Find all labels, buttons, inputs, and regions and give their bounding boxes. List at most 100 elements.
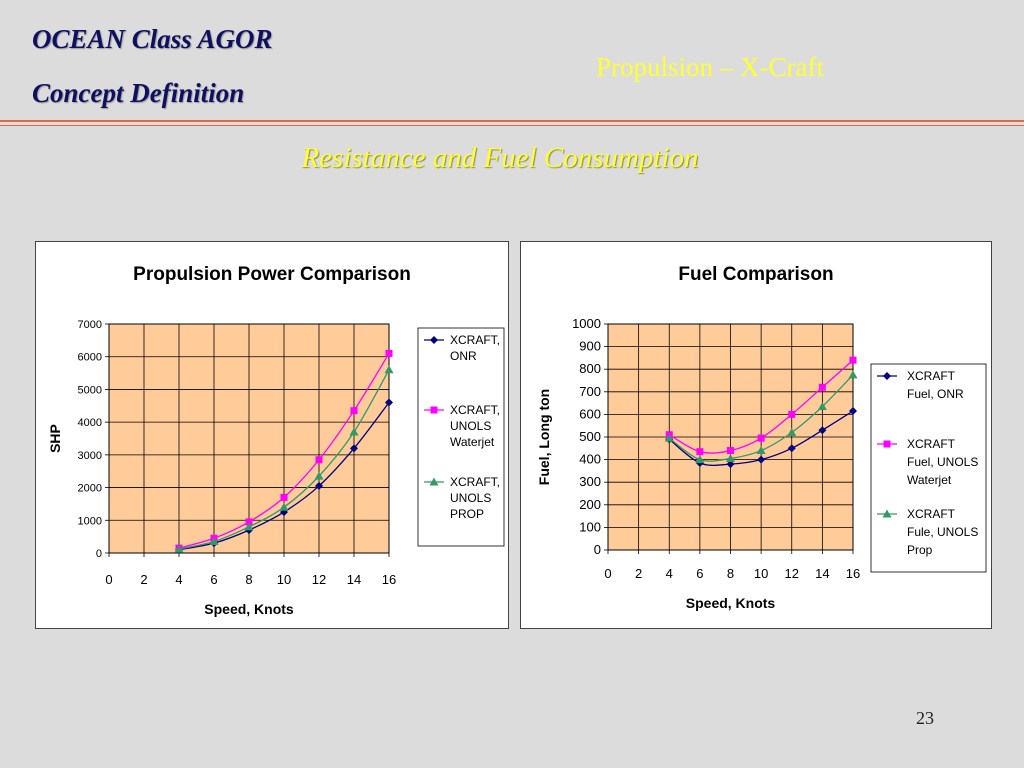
y-tick-label: 0: [594, 542, 601, 557]
data-point: [817, 401, 827, 410]
legend-label-line: XCRAFT: [907, 507, 956, 521]
legend-label-line: Fule, UNOLS: [907, 525, 978, 539]
data-point: [315, 481, 323, 490]
chart-title: Propulsion Power Comparison: [133, 264, 411, 285]
y-tick-label: 800: [579, 361, 601, 376]
data-point: [726, 453, 735, 462]
x-tick-label: 6: [696, 566, 703, 581]
power-chart: Propulsion Power Comparison 0 1000 2000 3000…: [47, 264, 505, 617]
data-point: [695, 455, 705, 464]
legend-label-line: ONR: [450, 349, 477, 363]
data-point: [757, 434, 765, 442]
data-point: [664, 433, 674, 442]
legend-label-line: UNOLS: [450, 491, 491, 505]
y-tick-label: 100: [579, 519, 601, 534]
x-tick-label: 14: [815, 566, 829, 581]
legend-label: XCRAFT, ONR: [450, 333, 500, 363]
legend-label: XCRAFT Fuel, ONR: [907, 369, 964, 401]
x-tick-label: 0: [105, 572, 112, 587]
y-tick-label: 2000: [78, 483, 102, 495]
legend-label: XCRAFT, UNOLS PROP: [450, 475, 500, 521]
legend-swatch-marker: [430, 406, 438, 414]
legend-label-line: XCRAFT: [907, 437, 956, 451]
y-tick-label: 1000: [572, 316, 601, 331]
data-point: [788, 410, 796, 418]
data-point: [384, 365, 394, 374]
x-axis-label: Speed, Knots: [204, 601, 294, 617]
power-chart-panel: Propulsion Power Comparison 0 1000 2000 3000…: [35, 241, 509, 629]
legend: XCRAFT Fuel, ONR XCRAFT Fuel, UNOLS Waterjet…: [870, 363, 987, 573]
header-rule-top: [0, 120, 1024, 122]
section-title: Propulsion – X-Craft: [596, 52, 824, 82]
legend-label: XCRAFT Fuel, UNOLS Waterjet: [907, 437, 978, 487]
slide-title: Resistance and Fuel Consumption: [301, 142, 699, 174]
legend-swatch-marker: [429, 477, 439, 486]
y-tick-label: 0: [96, 548, 102, 560]
x-tick-label: 10: [277, 572, 291, 587]
data-point: [315, 456, 323, 464]
data-point: [350, 407, 358, 415]
data-point: [244, 522, 254, 531]
y-tick-label: 7000: [78, 319, 102, 331]
legend-swatch-marker: [883, 372, 891, 380]
legend-swatch-marker: [430, 336, 438, 344]
data-point: [849, 407, 857, 416]
legend-item: XCRAFT Fuel, ONR: [877, 369, 964, 401]
series-3: [664, 370, 858, 464]
data-point: [385, 349, 393, 357]
legend-swatch-marker: [882, 509, 892, 518]
x-tick-label: 16: [846, 566, 860, 581]
data-point: [245, 518, 253, 526]
x-tick-label: 6: [210, 572, 217, 587]
y-tick-label: 200: [579, 497, 601, 512]
legend-item: XCRAFT, ONR: [424, 333, 500, 363]
y-tick-label: 900: [579, 339, 601, 354]
legend-label-line: PROP: [450, 507, 484, 521]
y-tick-label: 3000: [78, 450, 102, 462]
data-point: [848, 370, 858, 379]
data-point: [849, 356, 857, 364]
y-tick-label: 500: [579, 429, 601, 444]
legend-box: [870, 363, 987, 573]
legend-label-line: XCRAFT,: [450, 475, 500, 489]
data-point: [756, 446, 766, 455]
data-point: [787, 427, 797, 436]
data-point: [209, 537, 219, 546]
data-point: [349, 427, 359, 436]
deck-title-line2: Concept Definition: [32, 78, 245, 108]
fuel-chart-panel: Fuel Comparison 0 100 200 300 400 500 600 700 800…: [520, 241, 992, 629]
legend-swatch-marker: [883, 440, 891, 448]
y-tick-label: 400: [579, 452, 601, 467]
legend-label: XCRAFT Fule, UNOLS Prop: [907, 507, 978, 557]
legend-item: XCRAFT Fuel, UNOLS Waterjet: [877, 437, 978, 487]
legend-label-line: Fuel, UNOLS: [907, 455, 978, 469]
legend-label-line: UNOLS: [450, 419, 491, 433]
data-point: [280, 493, 288, 501]
x-tick-label: 4: [175, 572, 182, 587]
x-tick-label: 12: [312, 572, 326, 587]
x-tick-label: 2: [140, 572, 147, 587]
legend-label-line: Waterjet: [907, 473, 952, 487]
y-axis-label: SHP: [47, 424, 63, 453]
legend-label: XCRAFT, UNOLS Waterjet: [450, 403, 500, 449]
x-tick-label: 16: [382, 572, 396, 587]
x-axis-label: Speed, Knots: [686, 595, 776, 611]
y-axis-label: Fuel, Long ton: [536, 389, 552, 485]
data-point: [757, 455, 766, 464]
data-point: [727, 447, 734, 455]
y-tick-label: 5000: [78, 384, 102, 396]
y-tick-label: 6000: [78, 352, 102, 364]
data-point: [696, 448, 704, 456]
plot-border: [607, 323, 854, 551]
x-tick-label: 4: [666, 566, 673, 581]
y-tick-label: 1000: [78, 515, 102, 527]
legend-item: XCRAFT Fule, UNOLS Prop: [877, 507, 978, 557]
x-tick-label: 12: [785, 566, 799, 581]
data-point: [279, 502, 289, 511]
series-3: [174, 365, 394, 553]
plot-border: [108, 323, 390, 554]
legend-item: XCRAFT, UNOLS PROP: [424, 475, 500, 521]
data-point: [314, 471, 324, 480]
data-point: [385, 398, 393, 407]
data-point: [350, 444, 358, 453]
